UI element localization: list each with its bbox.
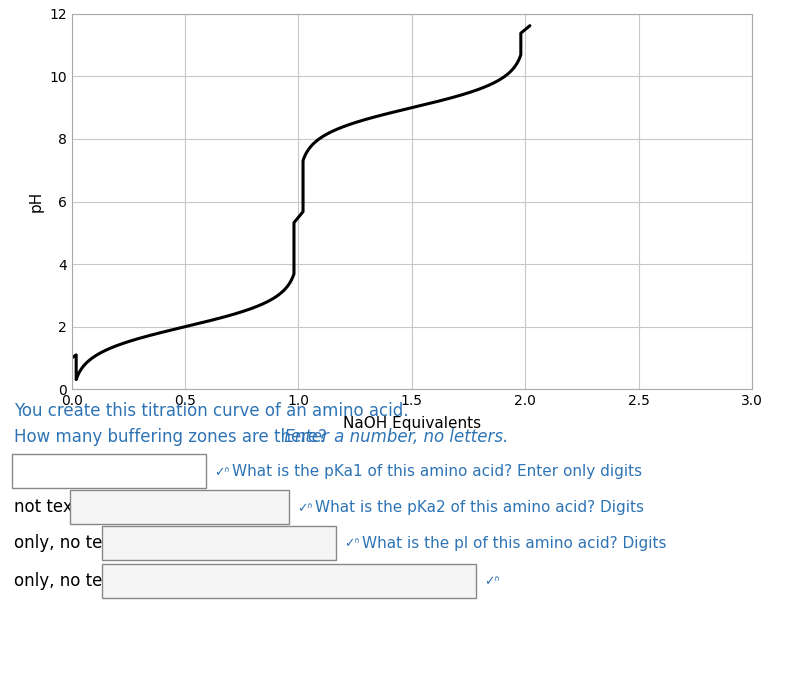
Text: What is the pKa2 of this amino acid? Digits: What is the pKa2 of this amino acid? Dig…: [315, 500, 644, 515]
Text: ✓ʱ: ✓ʱ: [344, 537, 360, 550]
Text: not text.: not text.: [14, 498, 84, 516]
Text: ✓ʱ: ✓ʱ: [214, 464, 229, 477]
FancyBboxPatch shape: [102, 526, 336, 560]
X-axis label: NaOH Equivalents: NaOH Equivalents: [343, 416, 481, 431]
Text: only, no text.: only, no text.: [14, 572, 123, 590]
Text: ✓ʱ: ✓ʱ: [297, 501, 313, 514]
Text: What is the pl of this amino acid? Digits: What is the pl of this amino acid? Digit…: [362, 535, 666, 551]
Text: How many buffering zones are there?: How many buffering zones are there?: [14, 429, 327, 446]
Text: You create this titration curve of an amino acid.: You create this titration curve of an am…: [14, 402, 408, 420]
FancyBboxPatch shape: [70, 490, 289, 524]
FancyBboxPatch shape: [12, 454, 206, 489]
Y-axis label: pH: pH: [29, 191, 44, 212]
FancyBboxPatch shape: [102, 564, 476, 598]
Text: What is the pKa1 of this amino acid? Enter only digits: What is the pKa1 of this amino acid? Ent…: [232, 464, 642, 479]
Text: ✓ʱ: ✓ʱ: [484, 575, 500, 588]
Text: Enter a number, no letters.: Enter a number, no letters.: [279, 429, 509, 446]
Text: only, no text.: only, no text.: [14, 534, 123, 552]
